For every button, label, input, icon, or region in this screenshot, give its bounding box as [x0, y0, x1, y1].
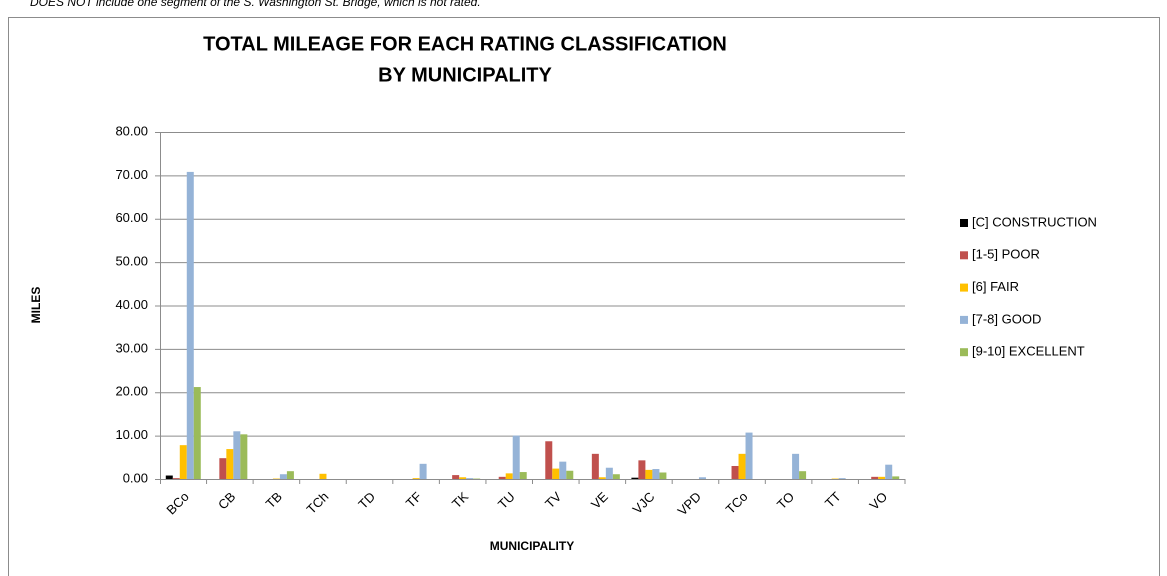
bar: [165, 475, 173, 479]
bar: [459, 477, 467, 479]
bar: [545, 441, 553, 479]
bar: [279, 474, 287, 479]
bar: [412, 478, 420, 479]
y-tick-label: 20.00: [115, 384, 148, 399]
note: DOES NOT include one segment of the S. W…: [30, 0, 481, 9]
legend-swatch: [960, 315, 968, 324]
bar: [659, 472, 667, 479]
y-tick-label: 60.00: [115, 210, 148, 225]
bar: [631, 477, 639, 479]
bar: [519, 472, 527, 479]
y-tick-label: 30.00: [115, 340, 148, 355]
bar: [878, 476, 886, 479]
bar: [186, 171, 194, 479]
bar: [319, 473, 327, 479]
y-tick-label: 70.00: [115, 167, 148, 182]
bar: [498, 476, 506, 479]
bar: [566, 470, 574, 479]
legend-swatch: [960, 283, 968, 292]
bar: [792, 453, 800, 479]
bar: [419, 463, 427, 479]
y-tick-label: 0.00: [123, 470, 148, 485]
bar: [799, 471, 807, 479]
legend-label: [C] CONSTRUCTION: [972, 214, 1097, 229]
bar: [871, 476, 879, 479]
chart-title: BY MUNICIPALITY: [378, 64, 552, 86]
y-tick-label: 10.00: [115, 427, 148, 442]
bar: [505, 473, 513, 479]
bar: [591, 453, 599, 479]
bar: [193, 387, 201, 479]
bar: [452, 475, 460, 479]
legend-swatch: [960, 348, 968, 357]
legend-label: [6] FAIR: [972, 279, 1019, 294]
chart-title: TOTAL MILEAGE FOR EACH RATING CLASSIFICA…: [203, 33, 727, 55]
bar: [738, 453, 746, 479]
y-tick-label: 80.00: [115, 123, 148, 138]
legend-label: [9-10] EXCELLENT: [972, 344, 1085, 359]
chart-frame: [8, 17, 1160, 576]
bar: [552, 468, 560, 479]
y-tick-label: 40.00: [115, 297, 148, 312]
bar: [892, 476, 900, 479]
bar: [885, 464, 893, 479]
bar: [226, 449, 234, 479]
legend-label: [1-5] POOR: [972, 247, 1040, 262]
bar: [652, 469, 660, 479]
bar: [638, 460, 646, 479]
bar: [838, 478, 846, 479]
bar: [745, 432, 753, 479]
bar: [731, 465, 739, 479]
bar: [612, 474, 620, 479]
y-axis-title: MILES: [29, 287, 43, 324]
bar: [240, 434, 248, 479]
bar: [466, 478, 474, 479]
bar: [179, 445, 187, 479]
bar: [698, 477, 706, 479]
x-axis-title: MUNICIPALITY: [490, 539, 574, 553]
bar: [219, 458, 227, 479]
bar: [598, 477, 606, 479]
bar: [645, 469, 653, 479]
bar: [605, 467, 613, 479]
bar: [559, 461, 567, 479]
bar: [172, 478, 180, 479]
legend-label: [7-8] GOOD: [972, 311, 1041, 326]
y-tick-label: 50.00: [115, 254, 148, 269]
legend-swatch: [960, 219, 968, 227]
bar: [512, 435, 520, 479]
bar: [233, 431, 241, 479]
bar: [286, 471, 294, 479]
legend-swatch: [960, 251, 968, 260]
